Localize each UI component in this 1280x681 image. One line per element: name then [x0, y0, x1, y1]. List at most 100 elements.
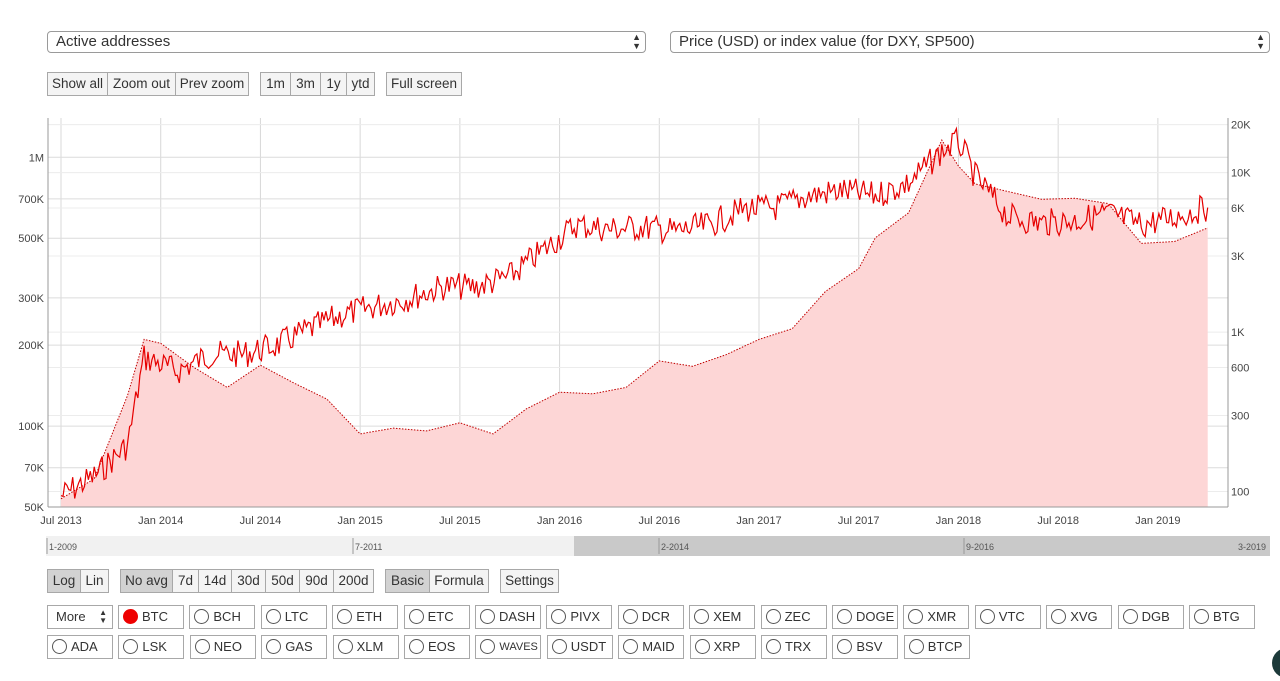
chart-lines — [60, 126, 1209, 500]
coin-label: DGB — [1141, 609, 1170, 624]
coin-radio-icon[interactable] — [194, 639, 210, 654]
coin-trx[interactable]: TRX — [761, 635, 827, 659]
coin-zec[interactable]: ZEC — [760, 605, 827, 629]
coin-xrp[interactable]: XRP — [689, 635, 756, 659]
mode-formula-button[interactable]: Formula — [429, 569, 489, 593]
price-select[interactable]: Price (USD) or index value (for DXY, SP5… — [670, 31, 1270, 53]
coin-xem[interactable]: XEM — [689, 605, 756, 629]
coin-radio-icon[interactable] — [1194, 609, 1209, 624]
navigator-selection[interactable] — [574, 536, 1270, 556]
range-3m-button[interactable]: 3m — [290, 72, 321, 96]
coin-radio-icon[interactable] — [908, 639, 924, 654]
coin-eth[interactable]: ETH — [332, 605, 399, 629]
coin-btcp[interactable]: BTCP — [903, 635, 970, 659]
coin-dgb[interactable]: DGB — [1117, 605, 1184, 629]
avg-90d-button[interactable]: 90d — [299, 569, 334, 593]
range-1y-button[interactable]: 1y — [320, 72, 347, 96]
coin-label: EOS — [428, 639, 456, 654]
coin-label: DASH — [499, 609, 536, 624]
coin-radio-icon[interactable] — [337, 609, 353, 624]
coin-radio-icon[interactable] — [837, 639, 853, 654]
avg-50d-button[interactable]: 50d — [265, 569, 300, 593]
coin-radio-icon[interactable] — [123, 639, 139, 654]
select-arrows-icon: ▲ ▼ — [632, 32, 641, 51]
metric-select[interactable]: Active addresses ▲ ▼ — [47, 31, 646, 53]
coin-radio-icon[interactable] — [265, 609, 281, 624]
coin-btg[interactable]: BTG — [1189, 605, 1255, 629]
coin-xmr[interactable]: XMR — [903, 605, 970, 629]
avg-200d-button[interactable]: 200d — [333, 569, 374, 593]
coin-radio-icon[interactable] — [480, 639, 496, 654]
coin-xlm[interactable]: XLM — [332, 635, 399, 659]
coin-usdt[interactable]: USDT — [546, 635, 613, 659]
mode-basic-button[interactable]: Basic — [385, 569, 430, 593]
scale-lin-button[interactable]: Lin — [80, 569, 109, 593]
coin-pivx[interactable]: PIVX — [546, 605, 613, 629]
coin-neo[interactable]: NEO — [189, 635, 256, 659]
coin-radio-icon[interactable] — [52, 639, 67, 654]
coin-eos[interactable]: EOS — [404, 635, 470, 659]
coin-radio-icon[interactable] — [694, 609, 710, 624]
coin-gas[interactable]: GAS — [261, 635, 328, 659]
avg-7d-button[interactable]: 7d — [172, 569, 199, 593]
coin-label: ZEC — [784, 609, 811, 624]
coin-ada[interactable]: ADA — [47, 635, 113, 659]
coin-radio-icon[interactable] — [694, 639, 710, 654]
show-all-button[interactable]: Show all — [47, 72, 108, 96]
coin-radio-icon[interactable] — [123, 609, 138, 624]
coin-waves[interactable]: WAVES — [475, 635, 542, 659]
prev-zoom-button[interactable]: Prev zoom — [175, 72, 249, 96]
coin-radio-icon[interactable] — [266, 639, 282, 654]
coin-ltc[interactable]: LTC — [260, 605, 327, 629]
chat-bubble-icon[interactable] — [1272, 648, 1280, 678]
coin-radio-icon[interactable] — [837, 609, 852, 624]
coin-lsk[interactable]: LSK — [118, 635, 185, 659]
coin-radio-icon[interactable] — [337, 639, 353, 654]
chart-axes: Jul 2013 Jan 2014 Jul 2014 Jan 2015 Jul 2015… — [18, 118, 1251, 527]
coin-label: XVG — [1070, 609, 1098, 624]
scale-log-button[interactable]: Log — [47, 569, 81, 593]
coin-radio-icon[interactable] — [979, 609, 995, 624]
coin-radio-icon[interactable] — [908, 609, 924, 624]
coin-label: DOGE — [856, 609, 895, 624]
settings-button[interactable]: Settings — [500, 569, 559, 593]
coin-doge[interactable]: DOGE — [832, 605, 898, 629]
coin-radio-icon[interactable] — [480, 609, 495, 624]
coin-radio-icon[interactable] — [1051, 609, 1067, 624]
coin-radio-icon[interactable] — [409, 639, 424, 654]
coin-radio-icon[interactable] — [766, 639, 781, 654]
range-1m-button[interactable]: 1m — [260, 72, 291, 96]
coin-vtc[interactable]: VTC — [974, 605, 1041, 629]
coin-dash[interactable]: DASH — [475, 605, 541, 629]
more-coins-select[interactable]: More ▲ ▼ — [47, 605, 113, 629]
avg-none-button[interactable]: No avg — [120, 569, 173, 593]
coin-bsv[interactable]: BSV — [832, 635, 899, 659]
coin-radio-icon[interactable] — [623, 639, 639, 654]
price-area — [61, 140, 1208, 507]
left-tick-label: 500K — [18, 233, 44, 245]
coin-radio-icon[interactable] — [551, 639, 567, 654]
coin-radio-icon[interactable] — [765, 609, 781, 624]
active-addresses-line — [60, 126, 1209, 499]
coin-btc[interactable]: BTC — [118, 605, 184, 629]
right-tick-label: 600 — [1231, 362, 1249, 374]
coin-radio-icon[interactable] — [1122, 609, 1138, 624]
coin-radio-icon[interactable] — [194, 609, 210, 624]
coin-radio-icon[interactable] — [408, 609, 424, 624]
coin-bch[interactable]: BCH — [189, 605, 256, 629]
full-screen-button[interactable]: Full screen — [386, 72, 462, 96]
avg-30d-button[interactable]: 30d — [231, 569, 266, 593]
coin-radio-icon[interactable] — [551, 609, 567, 624]
active-addresses-chart[interactable]: Jul 2013 Jan 2014 Jul 2014 Jan 2015 Jul 2015… — [0, 0, 1280, 560]
coin-etc[interactable]: ETC — [403, 605, 470, 629]
coin-dcr[interactable]: DCR — [617, 605, 684, 629]
range-navigator[interactable]: 1-2009 7-2011 2-2014 9-2016 3-2019 — [46, 536, 1270, 556]
coin-xvg[interactable]: XVG — [1046, 605, 1113, 629]
coin-radio-icon[interactable] — [622, 609, 638, 624]
coin-label: BTG — [1213, 609, 1240, 624]
range-ytd-button[interactable]: ytd — [346, 72, 375, 96]
coin-maid[interactable]: MAID — [618, 635, 685, 659]
coin-label: USDT — [570, 639, 607, 654]
zoom-out-button[interactable]: Zoom out — [107, 72, 176, 96]
avg-14d-button[interactable]: 14d — [198, 569, 232, 593]
